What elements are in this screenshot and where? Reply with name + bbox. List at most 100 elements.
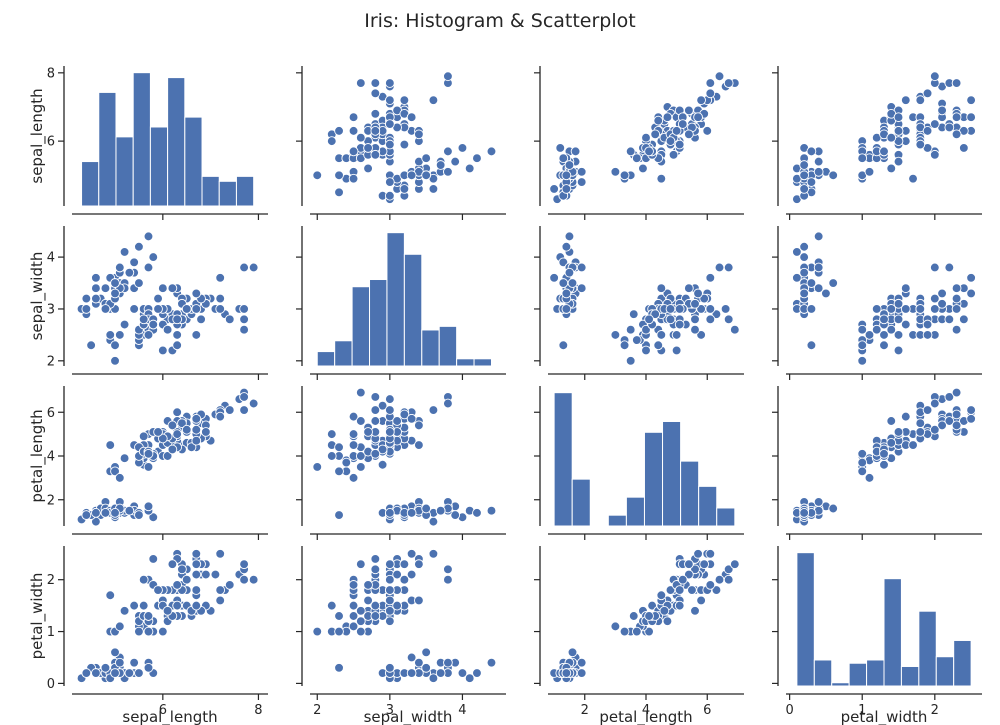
point-petal_width-vs-sepal_length-149 (153, 585, 163, 595)
point-petal_length-vs-petal_width-109 (966, 405, 976, 415)
point-petal_width-vs-petal_length-64 (628, 611, 639, 621)
point-petal_width-vs-sepal_width-83 (363, 595, 373, 606)
point-sepal_width-vs-petal_width-148 (951, 283, 962, 294)
hist-bar-sepal_width-1 (334, 340, 353, 367)
point-petal_width-vs-sepal_length-99 (143, 611, 154, 621)
point-petal_length-vs-sepal_width-48 (435, 505, 446, 516)
point-petal_width-vs-sepal_length-86 (191, 600, 202, 611)
point-sepal_width-vs-sepal_length-15 (143, 231, 154, 242)
x-axis-label-sepal_length: sepal_length (122, 708, 217, 725)
point-sepal_length-vs-petal_width-114 (959, 143, 969, 153)
point-sepal_length-vs-petal_width-135 (951, 78, 962, 88)
point-sepal_width-vs-petal_length-22 (549, 273, 559, 283)
point-petal_width-vs-petal_length-44 (576, 657, 587, 668)
point-petal_length-vs-sepal_width-15 (486, 505, 497, 516)
hist-bar-sepal_length-5 (167, 77, 186, 207)
point-petal_length-vs-sepal_width-148 (414, 420, 424, 431)
point-petal_length-vs-sepal_width-41 (334, 510, 344, 520)
point-petal_length-vs-petal_width-131 (929, 398, 940, 409)
point-petal_length-vs-sepal_length-146 (172, 429, 183, 439)
point-petal_length-vs-sepal_width-92 (355, 451, 366, 461)
x-tick-label: 8 (254, 703, 262, 718)
hist-bar-sepal_length-8 (218, 180, 237, 207)
point-petal_width-vs-sepal_width-40 (421, 663, 431, 673)
point-sepal_width-vs-petal_width-91 (886, 304, 897, 314)
point-sepal_width-vs-petal_width-144 (966, 288, 976, 299)
point-petal_length-vs-petal_width-147 (929, 424, 940, 435)
hist-bar-sepal_length-7 (201, 175, 220, 207)
point-petal_length-vs-sepal_width-60 (312, 462, 323, 472)
point-petal_length-vs-sepal_width-43 (421, 503, 431, 514)
y-tick-label: 2 (47, 573, 55, 588)
point-petal_width-vs-sepal_width-93 (334, 626, 344, 637)
point-petal_length-vs-sepal_length-36 (134, 510, 144, 520)
point-sepal_width-vs-petal_width-31 (813, 283, 824, 294)
point-sepal_length-vs-petal_length-99 (644, 146, 654, 157)
point-sepal_width-vs-sepal_length-43 (110, 278, 120, 288)
point-sepal_length-vs-petal_width-134 (886, 132, 897, 143)
point-petal_width-vs-sepal_length-18 (143, 663, 154, 673)
point-sepal_length-vs-sepal_width-131 (443, 71, 453, 82)
point-petal_width-vs-petal_length-118 (729, 559, 740, 569)
point-petal_width-vs-petal_length-134 (690, 605, 700, 616)
point-sepal_length-vs-sepal_width-113 (348, 146, 359, 157)
point-petal_width-vs-sepal_length-122 (239, 574, 249, 585)
point-sepal_length-vs-petal_width-148 (951, 129, 962, 140)
point-petal_width-vs-petal_length-130 (705, 580, 716, 590)
point-sepal_width-vs-sepal_length-85 (157, 283, 168, 294)
point-sepal_width-vs-petal_length-140 (690, 298, 700, 309)
point-sepal_width-vs-petal_length-40 (558, 278, 569, 288)
point-sepal_width-vs-sepal_length-122 (239, 314, 249, 325)
point-petal_length-vs-sepal_length-18 (143, 501, 154, 512)
point-petal_width-vs-sepal_length-43 (110, 647, 120, 658)
point-sepal_width-vs-sepal_length-6 (91, 283, 101, 294)
point-sepal_width-vs-sepal_length-36 (134, 278, 144, 288)
point-petal_length-vs-sepal_length-59 (119, 453, 130, 464)
point-sepal_length-vs-petal_width-106 (908, 173, 918, 184)
hist-bar-sepal_length-6 (184, 116, 203, 207)
hist-bar-petal_width-6 (900, 665, 920, 687)
point-sepal_width-vs-petal_width-99 (879, 314, 889, 325)
point-petal_length-vs-petal_width-148 (951, 420, 962, 431)
point-sepal_width-vs-petal_length-97 (650, 309, 661, 319)
point-sepal_width-vs-petal_width-132 (944, 314, 955, 325)
point-sepal_width-vs-sepal_length-119 (157, 345, 168, 356)
point-petal_length-vs-sepal_width-85 (414, 440, 424, 450)
y-axis-label-sepal_length: sepal_length (28, 88, 47, 183)
point-petal_length-vs-sepal_width-99 (370, 448, 381, 459)
point-sepal_width-vs-sepal_length-148 (167, 283, 178, 294)
point-sepal_length-vs-sepal_width-38 (385, 190, 395, 201)
point-petal_width-vs-sepal_length-135 (239, 559, 249, 569)
point-sepal_width-vs-sepal_length-87 (172, 340, 183, 351)
point-sepal_width-vs-petal_length-81 (631, 335, 642, 345)
point-petal_width-vs-sepal_length-59 (119, 605, 130, 616)
point-petal_width-vs-petal_length-67 (644, 626, 654, 637)
point-sepal_length-vs-petal_length-81 (631, 153, 642, 164)
point-sepal_length-vs-petal_width-43 (828, 170, 839, 181)
hist-bar-petal_width-8 (935, 656, 955, 687)
point-petal_length-vs-sepal_length-137 (177, 418, 187, 429)
point-petal_length-vs-petal_width-149 (915, 427, 926, 437)
hist-bar-sepal_width-0 (316, 351, 336, 367)
point-sepal_length-vs-sepal_width-49 (406, 170, 417, 181)
point-sepal_width-vs-petal_width-93 (857, 340, 868, 351)
point-sepal_length-vs-sepal_width-16 (450, 156, 461, 167)
point-sepal_width-vs-sepal_length-22 (91, 273, 101, 283)
point-sepal_width-vs-sepal_length-142 (148, 319, 159, 330)
point-sepal_length-vs-petal_width-81 (857, 153, 868, 164)
point-petal_length-vs-petal_width-137 (915, 418, 926, 429)
point-petal_length-vs-sepal_length-93 (110, 466, 120, 477)
point-sepal_width-vs-petal_length-118 (729, 324, 740, 335)
point-sepal_width-vs-petal_length-138 (665, 304, 676, 314)
x-tick-label: 0 (785, 703, 793, 718)
point-petal_length-vs-sepal_length-45 (100, 508, 111, 518)
point-sepal_length-vs-petal_length-44 (576, 167, 587, 177)
point-sepal_width-vs-petal_length-43 (567, 278, 578, 288)
point-petal_width-vs-petal_length-49 (561, 668, 572, 678)
point-sepal_length-vs-petal_length-22 (549, 184, 559, 194)
y-tick-label: 6 (47, 135, 55, 150)
point-sepal_length-vs-sepal_width-134 (355, 132, 366, 143)
point-sepal_length-vs-sepal_width-147 (385, 119, 395, 129)
point-petal_width-vs-sepal_length-48 (124, 668, 135, 678)
hist-bar-petal_length-0 (553, 392, 573, 527)
